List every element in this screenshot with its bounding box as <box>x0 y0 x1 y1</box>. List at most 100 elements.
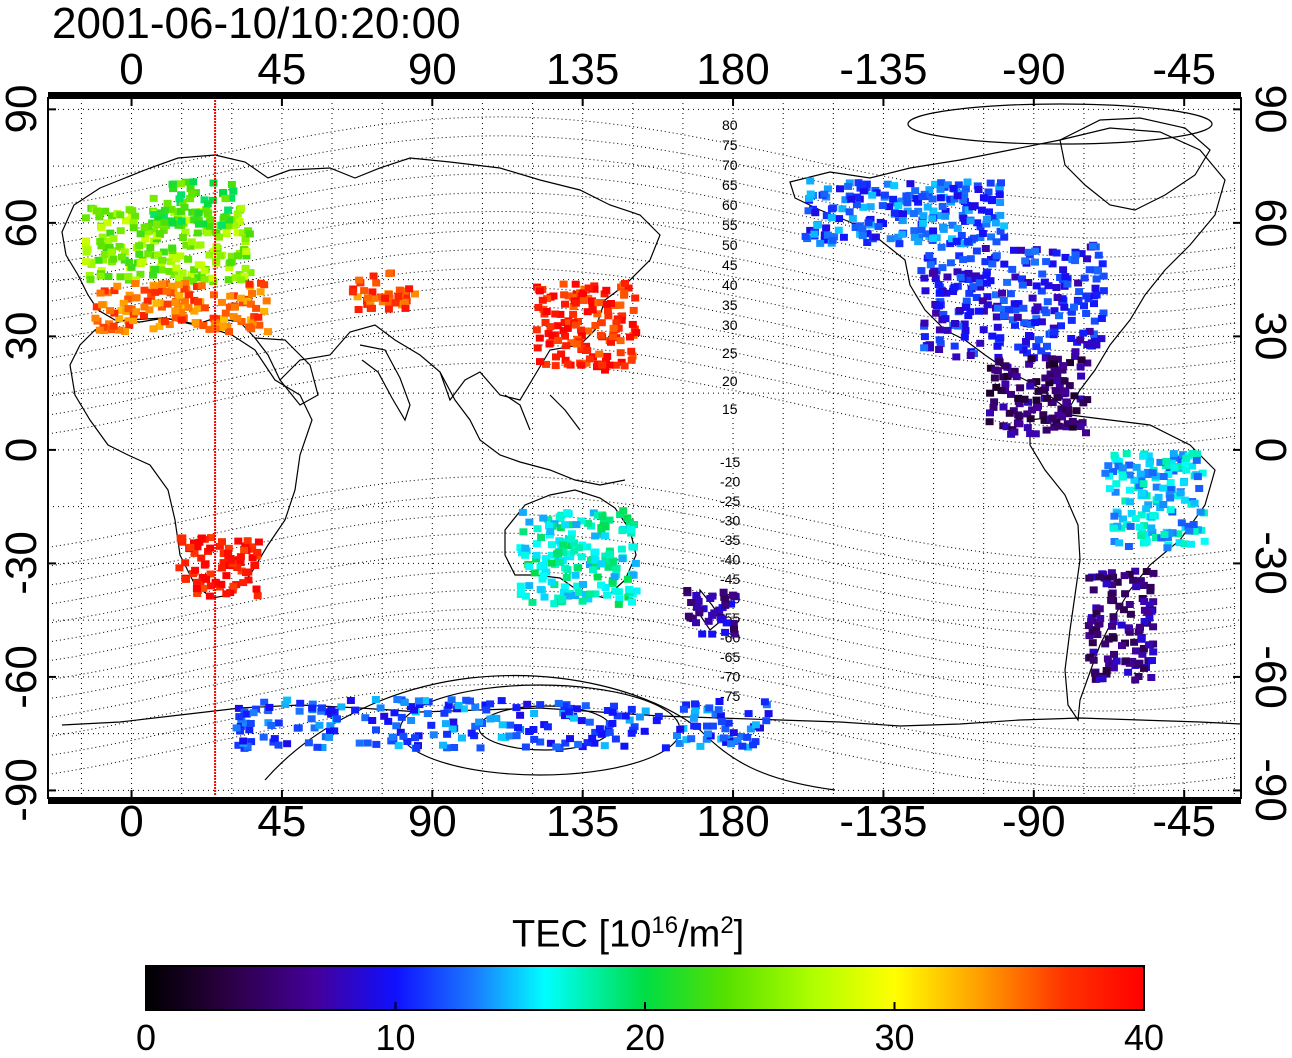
tec-cell <box>1166 506 1175 514</box>
tec-cell <box>695 609 704 617</box>
tec-cell <box>242 252 251 260</box>
tec-cell <box>1028 406 1037 414</box>
tec-cell <box>1193 450 1202 458</box>
tec-cell <box>1050 365 1059 373</box>
tec-cell <box>598 513 607 521</box>
tec-cell <box>193 298 202 306</box>
tec-cell <box>603 707 612 714</box>
tec-cell <box>196 241 205 249</box>
tec-cell <box>1114 462 1123 470</box>
tec-cell <box>547 541 556 549</box>
axis-ticks <box>48 98 1241 798</box>
tec-cell <box>318 704 326 712</box>
tec-cell <box>1043 298 1052 306</box>
tec-cell <box>619 507 628 515</box>
tec-cell <box>1019 304 1028 312</box>
tec-cell <box>94 256 103 264</box>
tec-cell <box>193 578 201 586</box>
tec-cell <box>265 703 274 711</box>
lon-label-bottom: 180 <box>696 797 770 846</box>
tec-cell <box>926 341 934 349</box>
tec-cell <box>146 244 155 252</box>
colorbar-tick-label: 30 <box>874 1017 915 1058</box>
tec-cell <box>609 557 618 565</box>
tec-cell <box>1040 386 1048 394</box>
tec-cell <box>990 214 999 222</box>
tec-cell <box>588 297 596 305</box>
tec-cell <box>313 743 322 751</box>
tec-cell <box>894 233 903 241</box>
tec-cell <box>1110 650 1118 658</box>
tec-cell <box>220 213 229 221</box>
tec-cell <box>270 735 279 743</box>
tec-cell <box>552 353 560 361</box>
tec-cell <box>979 194 988 202</box>
tec-cell <box>1198 469 1207 477</box>
tec-cell <box>171 299 180 306</box>
tec-cell <box>1133 647 1142 655</box>
tec-cell <box>1053 294 1062 301</box>
graticule <box>48 98 1241 798</box>
lon-label-bottom: -135 <box>839 797 928 846</box>
tec-cell <box>532 326 541 334</box>
tec-cell <box>1032 396 1041 404</box>
tec-cell <box>103 219 112 227</box>
mag-lat-label: -20 <box>720 474 740 490</box>
tec-cell <box>805 194 814 202</box>
tec-cell <box>996 199 1005 206</box>
tec-cell <box>1055 377 1064 385</box>
tec-cell <box>1144 468 1153 476</box>
tec-cell <box>682 701 691 709</box>
tec-cell <box>1185 527 1194 535</box>
tec-cell <box>1008 370 1017 378</box>
tec-cell <box>564 542 573 550</box>
tec-cell <box>194 209 203 217</box>
tec-cell <box>591 532 600 540</box>
tec-cell <box>1131 676 1140 684</box>
tec-cell <box>401 304 410 312</box>
tec-cell <box>200 275 209 283</box>
tec-cell <box>928 269 937 277</box>
tec-cell <box>618 312 627 320</box>
tec-cell <box>616 349 625 357</box>
tec-cell <box>155 322 164 330</box>
tec-cell <box>996 334 1005 342</box>
tec-cell <box>858 232 867 240</box>
tec-cell <box>577 553 586 561</box>
lat-label-right: -90 <box>1246 758 1292 823</box>
mag-lat-label: 25 <box>722 345 738 361</box>
lat-label-right: 60 <box>1246 198 1292 248</box>
tec-cell <box>1066 359 1074 367</box>
tec-cell <box>178 234 187 241</box>
tec-cell <box>534 304 543 311</box>
tec-cell <box>252 304 261 312</box>
tec-cell <box>1005 409 1014 417</box>
tec-cell <box>1164 471 1173 478</box>
tec-cell <box>1071 251 1080 259</box>
tec-cell <box>578 743 587 751</box>
tec-cell <box>556 310 565 318</box>
tec-cell <box>999 297 1008 304</box>
tec-cell <box>1169 450 1178 458</box>
tec-cell <box>202 206 211 213</box>
tec-cell <box>129 218 138 226</box>
tec-cell <box>1034 336 1043 344</box>
tec-cell <box>955 252 964 260</box>
tec-cell <box>1111 488 1120 496</box>
tec-cell <box>153 220 162 228</box>
tec-cell <box>727 600 736 608</box>
tec-cell <box>828 236 837 244</box>
tec-cell <box>914 207 923 215</box>
tec-cell <box>607 338 615 346</box>
tec-cell <box>1032 343 1041 351</box>
tec-cell <box>226 292 235 300</box>
tec-cell <box>188 190 197 198</box>
tec-observations <box>81 177 1209 752</box>
tec-cell <box>1144 452 1153 460</box>
tec-cell <box>1090 317 1099 325</box>
tec-cell <box>131 280 140 287</box>
tec-cell <box>970 234 978 242</box>
tec-cell <box>1110 451 1119 459</box>
tec-cell <box>119 299 128 307</box>
tec-cell <box>168 219 177 227</box>
